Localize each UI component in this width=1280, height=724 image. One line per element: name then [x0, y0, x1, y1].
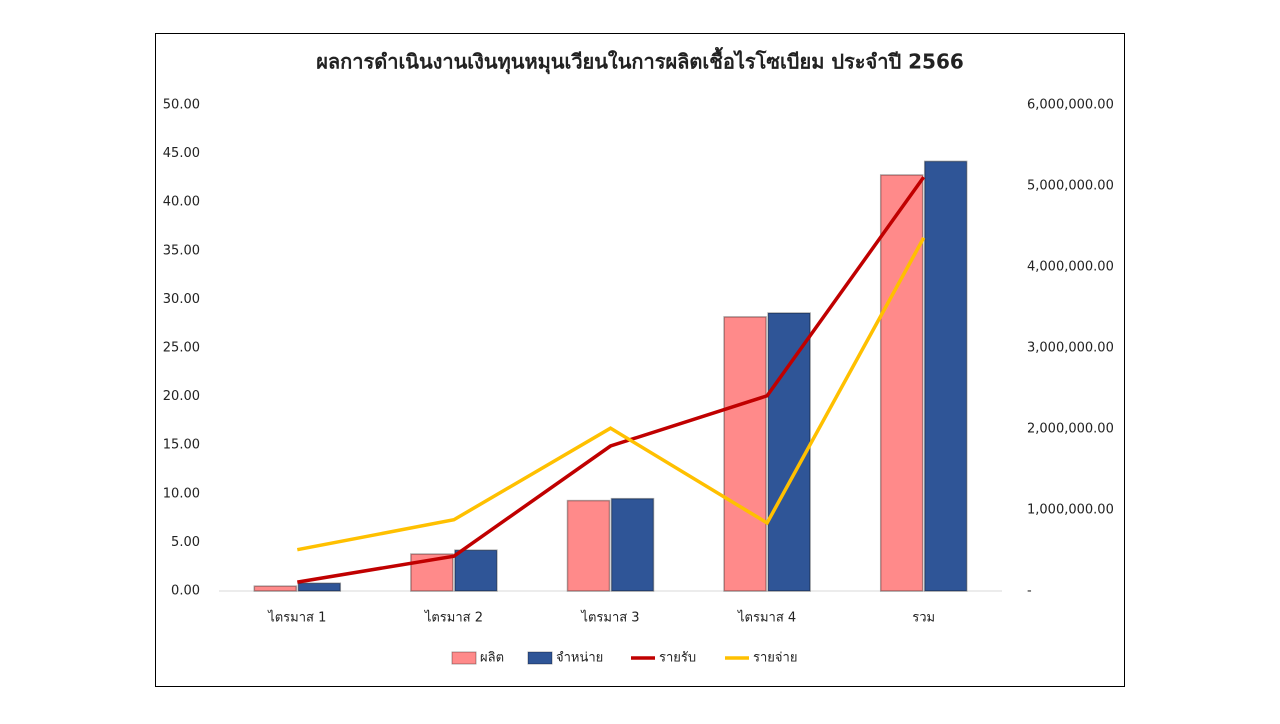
y-tick-label: 30.00 [163, 292, 200, 307]
bar [566, 499, 611, 592]
legend-label: ผลิต [480, 651, 504, 666]
line-series [297, 176, 926, 584]
bar [723, 316, 767, 592]
chart-title: ผลการดำเนินงานเงินทุนหมุนเวียนในการผลิตเ… [316, 47, 964, 75]
y2-tick-label: 4,000,000.00 [1027, 260, 1114, 275]
x-tick-label: ไตรมาส 3 [580, 610, 639, 626]
bar [923, 160, 968, 592]
y-tick-label: 0.00 [171, 584, 200, 599]
y2-tick-label: - [1027, 584, 1032, 599]
y-tick-label: 50.00 [163, 98, 200, 113]
bar [879, 174, 924, 592]
bar [297, 582, 342, 592]
legend-marker [527, 651, 553, 665]
y-tick-label: 10.00 [163, 486, 200, 501]
legend-marker [451, 651, 477, 665]
bar [253, 585, 298, 592]
y2-tick-label: 1,000,000.00 [1027, 503, 1114, 518]
y2-tick-label: 3,000,000.00 [1027, 341, 1114, 356]
x-tick-label: ไตรมาส 1 [267, 610, 326, 626]
y-tick-label: 25.00 [163, 341, 200, 356]
y-tick-label: 45.00 [163, 146, 200, 161]
bar [767, 312, 811, 592]
y2-tick-label: 5,000,000.00 [1027, 179, 1114, 194]
y2-tick-label: 6,000,000.00 [1027, 98, 1114, 113]
y2-tick-label: 2,000,000.00 [1027, 422, 1114, 437]
legend-label: จำหน่าย [556, 651, 603, 666]
legend-label: รายจ่าย [753, 651, 797, 666]
y-tick-label: 20.00 [163, 389, 200, 404]
y-tick-label: 15.00 [163, 438, 200, 453]
x-tick-label: ไตรมาส 4 [737, 610, 796, 626]
y-tick-label: 35.00 [163, 243, 200, 258]
y-tick-label: 40.00 [163, 195, 200, 210]
x-tick-label: รวม [912, 611, 935, 626]
y-tick-label: 5.00 [171, 535, 200, 550]
bar [454, 549, 498, 592]
bar [610, 497, 655, 592]
legend-label: รายรับ [659, 651, 696, 666]
line-series [296, 236, 926, 552]
x-tick-label: ไตรมาส 2 [424, 610, 483, 626]
